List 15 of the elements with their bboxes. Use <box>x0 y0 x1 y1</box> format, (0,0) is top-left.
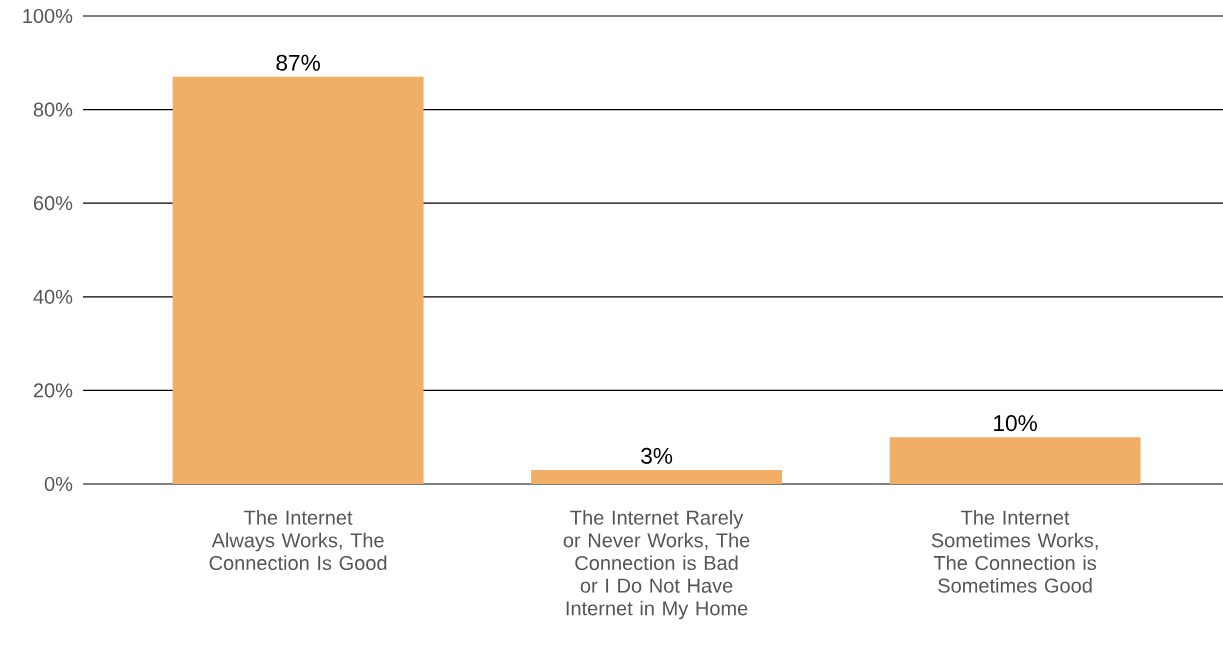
x-tick-label: The Internet Sometimes Works, The Connection is Sometimes Good <box>931 510 1098 593</box>
y-tick-label: 40% <box>33 289 73 304</box>
data-label: 3% <box>641 447 673 464</box>
bar <box>531 469 783 484</box>
data-label: 10% <box>994 415 1037 432</box>
y-tick-label: 100% <box>23 8 73 24</box>
x-tick-label: The Internet Rarely or Never Works, The Connection is Bad or I Do Not Have Internet in My Home <box>563 510 750 620</box>
y-tick-label: 80% <box>33 102 73 117</box>
y-tick-label: 60% <box>33 196 73 211</box>
bar <box>172 76 424 484</box>
y-tick-label: 0% <box>44 476 73 492</box>
y-tick-label: 20% <box>33 383 73 398</box>
x-tick-label: The Internet Always Works, The Connection Is Good <box>209 510 387 571</box>
bar <box>889 437 1141 484</box>
data-label: 87% <box>276 54 320 71</box>
